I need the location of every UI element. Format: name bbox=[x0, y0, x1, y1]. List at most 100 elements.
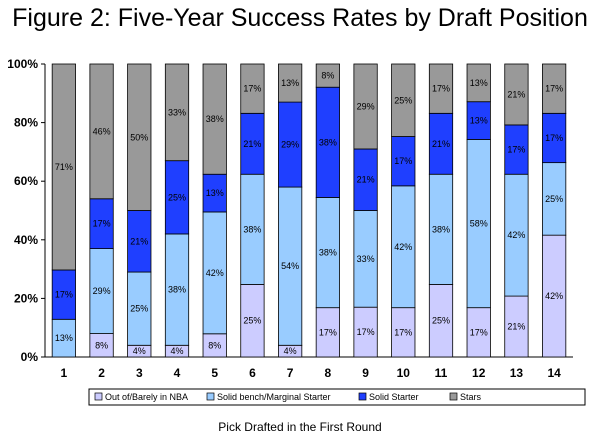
legend-label: Out of/Barely in NBA bbox=[105, 392, 188, 402]
bar-segment bbox=[240, 63, 265, 114]
x-tick-label: 6 bbox=[249, 366, 256, 380]
x-tick-label: 3 bbox=[136, 366, 143, 380]
data-label: 38% bbox=[243, 224, 261, 234]
data-label: 25% bbox=[394, 95, 412, 105]
data-label: 17% bbox=[55, 290, 73, 300]
data-label: 25% bbox=[243, 316, 261, 326]
y-tick-label: 20% bbox=[14, 291, 38, 305]
x-tick-label: 9 bbox=[362, 366, 369, 380]
data-label: 25% bbox=[545, 194, 563, 204]
data-label: 13% bbox=[470, 116, 488, 126]
data-label: 21% bbox=[357, 175, 375, 185]
x-tick-label: 4 bbox=[174, 366, 181, 380]
x-tick-label: 8 bbox=[325, 366, 332, 380]
bar-segment bbox=[51, 63, 76, 271]
chart-title: Figure 2: Five-Year Success Rates by Dra… bbox=[12, 4, 588, 32]
data-label: 17% bbox=[243, 84, 261, 94]
data-label: 50% bbox=[130, 132, 148, 142]
data-label: 17% bbox=[507, 145, 525, 155]
data-label: 71% bbox=[55, 162, 73, 172]
data-label: 38% bbox=[432, 224, 450, 234]
data-label: 38% bbox=[319, 248, 337, 258]
bar-segment bbox=[89, 63, 114, 200]
data-label: 25% bbox=[130, 304, 148, 314]
bar-segment bbox=[466, 63, 491, 103]
bar-segment bbox=[315, 63, 340, 88]
legend-label: Solid Starter bbox=[369, 392, 419, 402]
data-label: 8% bbox=[321, 71, 334, 81]
data-label: 17% bbox=[394, 327, 412, 337]
legend-swatch bbox=[94, 392, 103, 401]
bar-segment bbox=[504, 63, 529, 126]
legend-label: Stars bbox=[460, 392, 482, 402]
data-label: 17% bbox=[394, 156, 412, 166]
data-label: 38% bbox=[319, 137, 337, 147]
data-label: 21% bbox=[432, 139, 450, 149]
data-label: 17% bbox=[545, 133, 563, 143]
data-label: 42% bbox=[507, 230, 525, 240]
data-label: 17% bbox=[357, 327, 375, 337]
data-label: 29% bbox=[357, 101, 375, 111]
x-tick-label: 11 bbox=[435, 366, 448, 380]
data-label: 25% bbox=[168, 192, 186, 202]
data-label: 42% bbox=[394, 242, 412, 252]
data-label: 13% bbox=[206, 188, 224, 198]
bar-segment bbox=[164, 63, 190, 162]
data-label: 54% bbox=[281, 261, 299, 271]
bar-segment bbox=[542, 63, 567, 114]
data-label: 17% bbox=[319, 327, 337, 337]
x-axis-label: Pick Drafted in the First Round bbox=[218, 420, 382, 434]
x-tick-label: 5 bbox=[211, 366, 218, 380]
data-label: 17% bbox=[545, 84, 563, 94]
data-label: 42% bbox=[206, 268, 224, 278]
bar-segment bbox=[391, 63, 416, 137]
data-label: 21% bbox=[243, 139, 261, 149]
data-label: 4% bbox=[133, 346, 146, 356]
data-label: 46% bbox=[93, 126, 111, 136]
x-tick-label: 1 bbox=[61, 366, 68, 380]
x-tick-label: 2 bbox=[98, 366, 105, 380]
data-label: 21% bbox=[507, 89, 525, 99]
x-tick-label: 10 bbox=[397, 366, 411, 380]
bar-segment bbox=[127, 63, 152, 211]
x-tick-label: 13 bbox=[510, 366, 524, 380]
x-tick-label: 7 bbox=[287, 366, 294, 380]
data-label: 8% bbox=[208, 340, 221, 350]
data-label: 25% bbox=[432, 316, 450, 326]
legend-swatch bbox=[358, 392, 367, 401]
data-label: 21% bbox=[507, 322, 525, 332]
data-label: 42% bbox=[545, 291, 563, 301]
data-label: 17% bbox=[93, 219, 111, 229]
data-label: 29% bbox=[281, 140, 299, 150]
y-tick-label: 40% bbox=[14, 233, 38, 247]
data-label: 13% bbox=[55, 333, 73, 343]
data-label: 21% bbox=[130, 236, 148, 246]
data-label: 13% bbox=[281, 78, 299, 88]
data-label: 17% bbox=[470, 327, 488, 337]
data-label: 38% bbox=[168, 285, 186, 295]
x-tick-label: 12 bbox=[472, 366, 486, 380]
data-label: 17% bbox=[432, 84, 450, 94]
bar-segment bbox=[202, 63, 227, 175]
data-label: 8% bbox=[95, 340, 108, 350]
data-label: 29% bbox=[93, 286, 111, 296]
y-tick-label: 100% bbox=[7, 57, 38, 71]
data-label: 33% bbox=[357, 254, 375, 264]
data-label: 4% bbox=[170, 346, 183, 356]
legend-swatch bbox=[206, 392, 215, 401]
bar-segment bbox=[353, 63, 378, 150]
data-label: 58% bbox=[470, 219, 488, 229]
y-tick-label: 60% bbox=[14, 174, 38, 188]
bar-segment bbox=[428, 63, 454, 114]
data-label: 33% bbox=[168, 107, 186, 117]
legend-label: Solid bench/Marginal Starter bbox=[217, 392, 331, 402]
x-tick-label: 14 bbox=[547, 366, 561, 380]
data-label: 4% bbox=[284, 346, 297, 356]
data-label: 13% bbox=[470, 78, 488, 88]
y-tick-label: 0% bbox=[21, 350, 39, 364]
bar-segment bbox=[278, 63, 303, 103]
y-tick-label: 80% bbox=[14, 116, 38, 130]
data-label: 38% bbox=[206, 114, 224, 124]
legend-swatch bbox=[449, 392, 458, 401]
